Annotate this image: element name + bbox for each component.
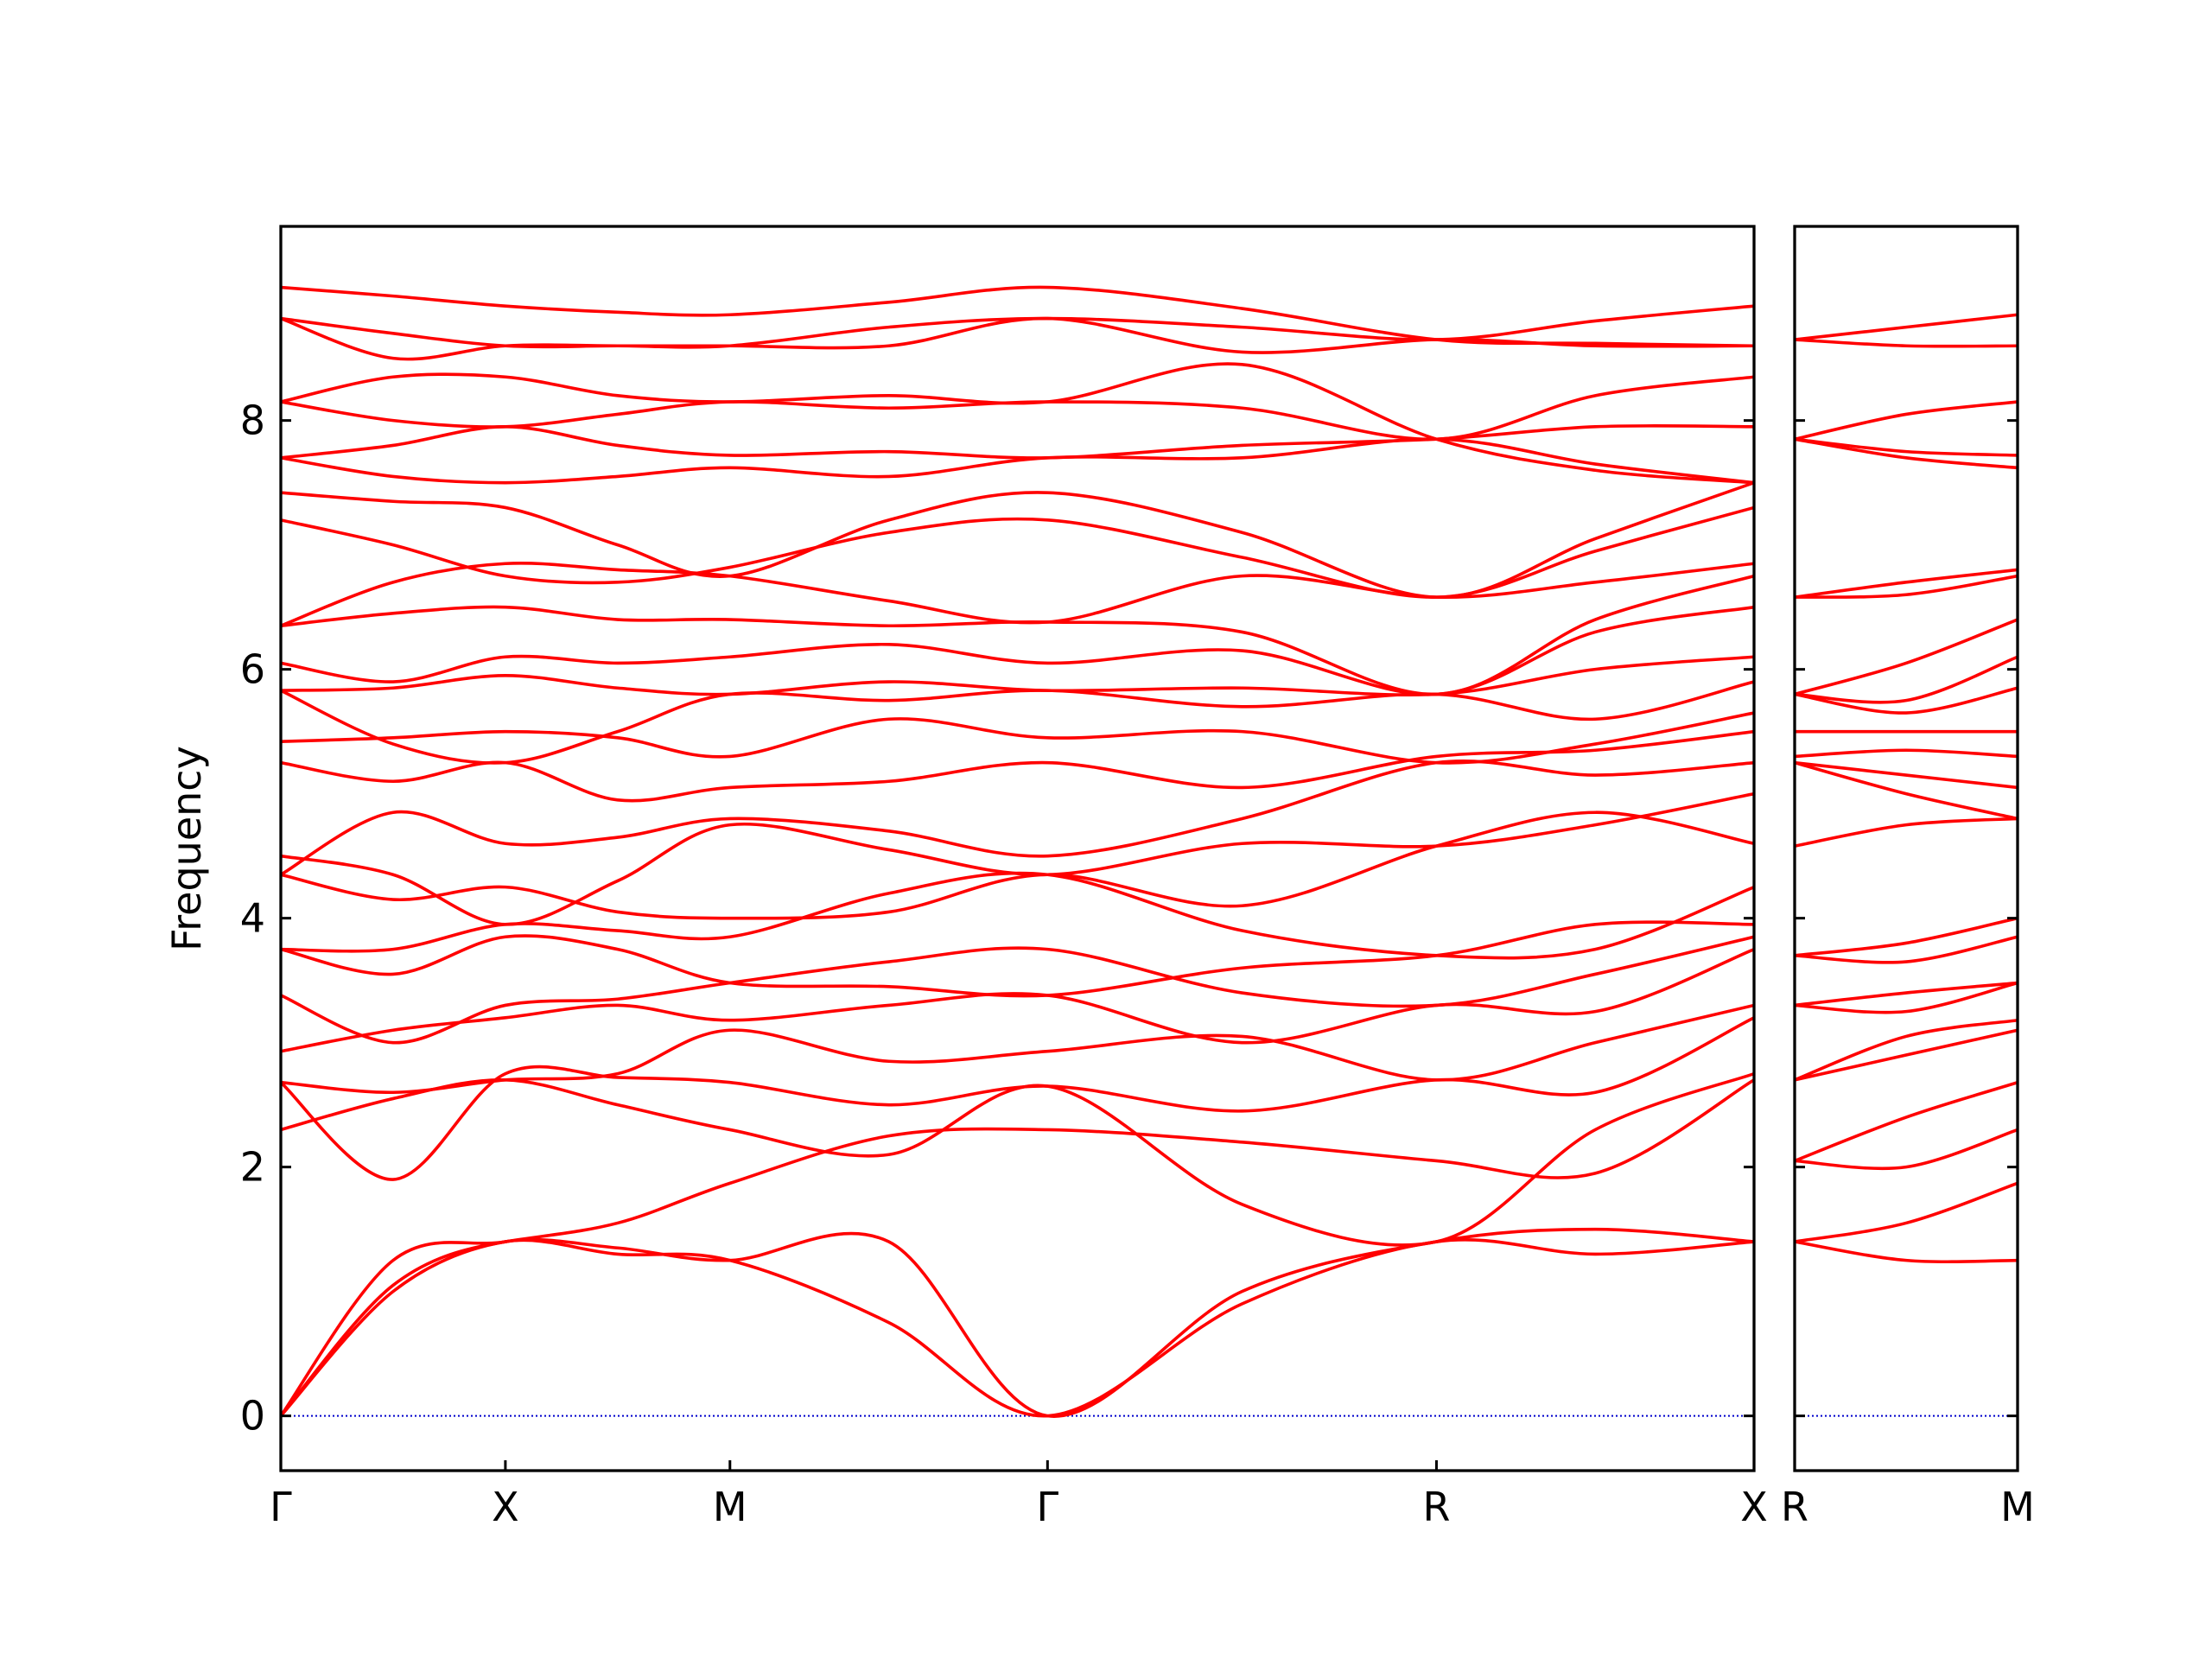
band-line xyxy=(281,574,1754,696)
y-axis-label: Frequency xyxy=(163,746,210,951)
x-tick-label: R xyxy=(1781,1484,1808,1530)
band-line xyxy=(281,935,1754,1045)
band-line xyxy=(1795,618,2018,696)
y-tick-label: 2 xyxy=(240,1144,265,1191)
band-line xyxy=(281,729,1754,803)
band-line xyxy=(281,810,1754,920)
band-line xyxy=(281,375,1754,442)
band-line xyxy=(281,1227,1754,1418)
band-line xyxy=(1795,916,2018,957)
band-line xyxy=(1795,338,2018,348)
x-tick-label: M xyxy=(713,1484,747,1530)
y-tick-label: 6 xyxy=(240,646,265,693)
band-line xyxy=(281,505,1754,599)
band-line xyxy=(1795,817,2018,848)
x-tick-label: X xyxy=(492,1484,519,1530)
band-line xyxy=(1795,760,2018,821)
band-line xyxy=(281,655,1754,696)
band-line xyxy=(281,605,1754,696)
y-tick-label: 4 xyxy=(240,895,265,942)
band-line xyxy=(1795,981,2018,1014)
x-tick-label: X xyxy=(1740,1484,1768,1530)
x-tick-label: R xyxy=(1422,1484,1450,1530)
band-line xyxy=(281,1238,1754,1418)
band-line xyxy=(281,871,1754,960)
band-line xyxy=(1795,400,2018,441)
band-line xyxy=(281,711,1754,765)
band-line xyxy=(281,759,1754,876)
band-line xyxy=(281,480,1754,599)
band-line xyxy=(1795,574,2018,599)
band-line xyxy=(281,680,1754,765)
band-line xyxy=(281,1078,1754,1417)
band-line xyxy=(281,1016,1754,1181)
band-line xyxy=(1795,748,2018,759)
axes-frame xyxy=(1793,225,2019,1472)
band-line xyxy=(1795,1128,2018,1171)
band-line xyxy=(1795,655,2018,704)
band-line xyxy=(1795,1018,2018,1082)
band-line xyxy=(1795,1081,2018,1163)
band-line xyxy=(281,285,1754,348)
band-line xyxy=(281,947,1754,1053)
band-line xyxy=(1795,686,2018,715)
band-line xyxy=(1795,313,2018,341)
band-line xyxy=(1795,1181,2018,1243)
band-line xyxy=(1795,568,2018,599)
x-tick-label: Γ xyxy=(1037,1484,1059,1530)
band-line xyxy=(281,304,1754,361)
band-line xyxy=(1795,437,2018,457)
x-tick-label: Γ xyxy=(270,1484,292,1530)
band-line xyxy=(1795,1028,2018,1082)
y-tick-label: 8 xyxy=(240,397,265,444)
band-line xyxy=(1795,1240,2018,1264)
band-line xyxy=(281,1071,1754,1247)
y-tick-label: 0 xyxy=(240,1393,265,1440)
x-tick-label: M xyxy=(2000,1484,2035,1530)
band-line xyxy=(1795,760,2018,790)
plot-area xyxy=(281,285,1754,1418)
band-line xyxy=(281,1003,1754,1095)
plot-area xyxy=(1795,313,2018,1417)
band-line xyxy=(281,561,1754,627)
axes-frame xyxy=(279,225,1756,1472)
band-line xyxy=(281,437,1754,485)
band-line xyxy=(281,920,1754,998)
band-line xyxy=(1795,935,2018,964)
band-line xyxy=(281,791,1754,926)
band-line xyxy=(281,362,1754,485)
band-line xyxy=(1795,981,2018,1007)
